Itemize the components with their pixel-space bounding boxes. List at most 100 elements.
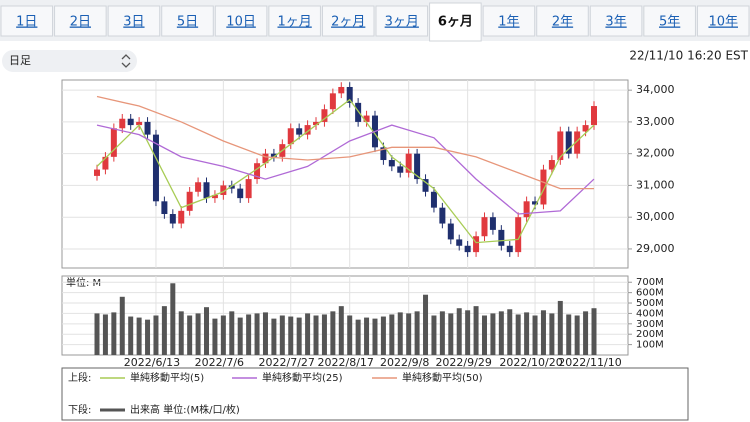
selector-chevron [121,54,131,68]
candle-body [591,106,597,126]
candle-body [127,118,134,126]
candle-body [195,182,202,192]
candle-body [144,121,151,135]
candle-body [397,166,404,173]
moving-average-line [96,98,595,244]
tab[interactable] [321,5,375,37]
x-tick-label: 2022/10/20 [499,356,562,369]
selector[interactable] [2,50,137,72]
tab-label[interactable]: 1日 [16,15,37,30]
volume-bar [288,316,294,355]
volume-panel [61,275,629,356]
candle-body [582,125,589,132]
volume-bar [111,312,117,355]
tab[interactable] [214,5,268,37]
volume-bar [246,314,252,355]
legend-label: 出来高 単位:(M株/口/枚) [130,403,240,416]
candle-body [161,201,168,215]
tab-label[interactable]: 10日 [226,15,256,30]
volume-bar [204,307,210,355]
tab-label[interactable]: 3年 [605,15,626,30]
candle-body [363,115,370,122]
volume-bar [338,306,344,355]
candle-body [186,191,193,211]
volume-tick-label: 600M [636,288,664,299]
candle-body [481,217,488,237]
legend-upper: 上段: [68,371,91,384]
tab-label[interactable]: 5日 [177,15,198,30]
y-tick-label: 34,000 [636,83,675,96]
candle-body [414,153,421,180]
volume-bar [540,310,546,355]
volume-bar [271,318,277,355]
tab-label[interactable]: 2年 [552,15,573,30]
tab-label[interactable]: 6ヶ月 [438,15,473,30]
tab[interactable] [107,5,161,37]
candle-body [304,125,311,135]
volume-bar [515,314,521,355]
tab[interactable] [0,5,54,37]
x-tick-label: 2022/7/27 [259,356,315,369]
candle-body [237,188,244,199]
tab-label[interactable]: 1年 [498,15,519,30]
volume-bar [574,315,580,355]
volume-bar [128,316,134,355]
candle-body [169,214,176,224]
tab[interactable] [482,5,536,37]
candle-body [262,153,269,164]
tab[interactable] [589,5,643,37]
volume-bar [406,313,412,355]
candle-body [464,245,471,253]
candle-body [388,160,395,167]
x-tick-label: 2022/9/8 [380,356,429,369]
tab[interactable] [536,5,589,37]
volume-tick-label: 100M [636,340,664,351]
moving-average-line [96,124,595,215]
volume-bar [532,315,538,355]
tab-label[interactable]: 5年 [659,15,680,30]
candle-body [532,201,539,205]
volume-bar [347,315,353,355]
timestamp: 22/11/10 16:20 EST [629,49,748,63]
volume-bar [456,308,462,355]
tab[interactable] [375,5,429,37]
tab-label[interactable]: 1ヶ月 [278,15,312,30]
tab[interactable] [54,5,107,37]
volume-bar [237,317,243,355]
candle-body [245,179,252,199]
tab-label[interactable]: 10年 [708,15,738,30]
volume-bar [279,315,285,355]
tab[interactable] [161,5,214,37]
volume-tick-label: 300M [636,319,664,330]
tab-label[interactable]: 2日 [70,15,91,30]
tab[interactable] [429,2,482,42]
volume-bar [490,313,496,355]
tab[interactable] [268,5,321,37]
volume-bar [145,319,151,355]
candle-body [94,169,100,176]
y-tick-label: 32,000 [636,147,675,160]
candle-body [523,201,530,218]
tab-label[interactable]: 2ヶ月 [331,15,365,30]
candle-body [110,128,117,157]
x-tick-label: 2022/7/6 [195,356,244,369]
x-tick-label: 2022/11/10 [558,356,621,369]
candle-body [489,217,496,230]
volume-bar [94,313,100,355]
candle-body [178,210,185,224]
tab-label[interactable]: 3日 [123,15,144,30]
tab-label[interactable]: 3ヶ月 [385,15,419,30]
volume-bar [448,313,454,355]
candle-body [380,147,387,161]
volume-bar [465,310,471,355]
volume-bar [591,308,597,355]
volume-bar [161,306,167,355]
volume-bar [170,283,176,355]
x-tick-label: 2022/6/13 [124,356,180,369]
candle-body [565,131,572,154]
tab[interactable] [696,5,750,37]
candle-body [473,236,480,253]
tab[interactable] [643,5,696,37]
y-tick-label: 31,000 [636,178,675,191]
candle-body [270,153,277,157]
